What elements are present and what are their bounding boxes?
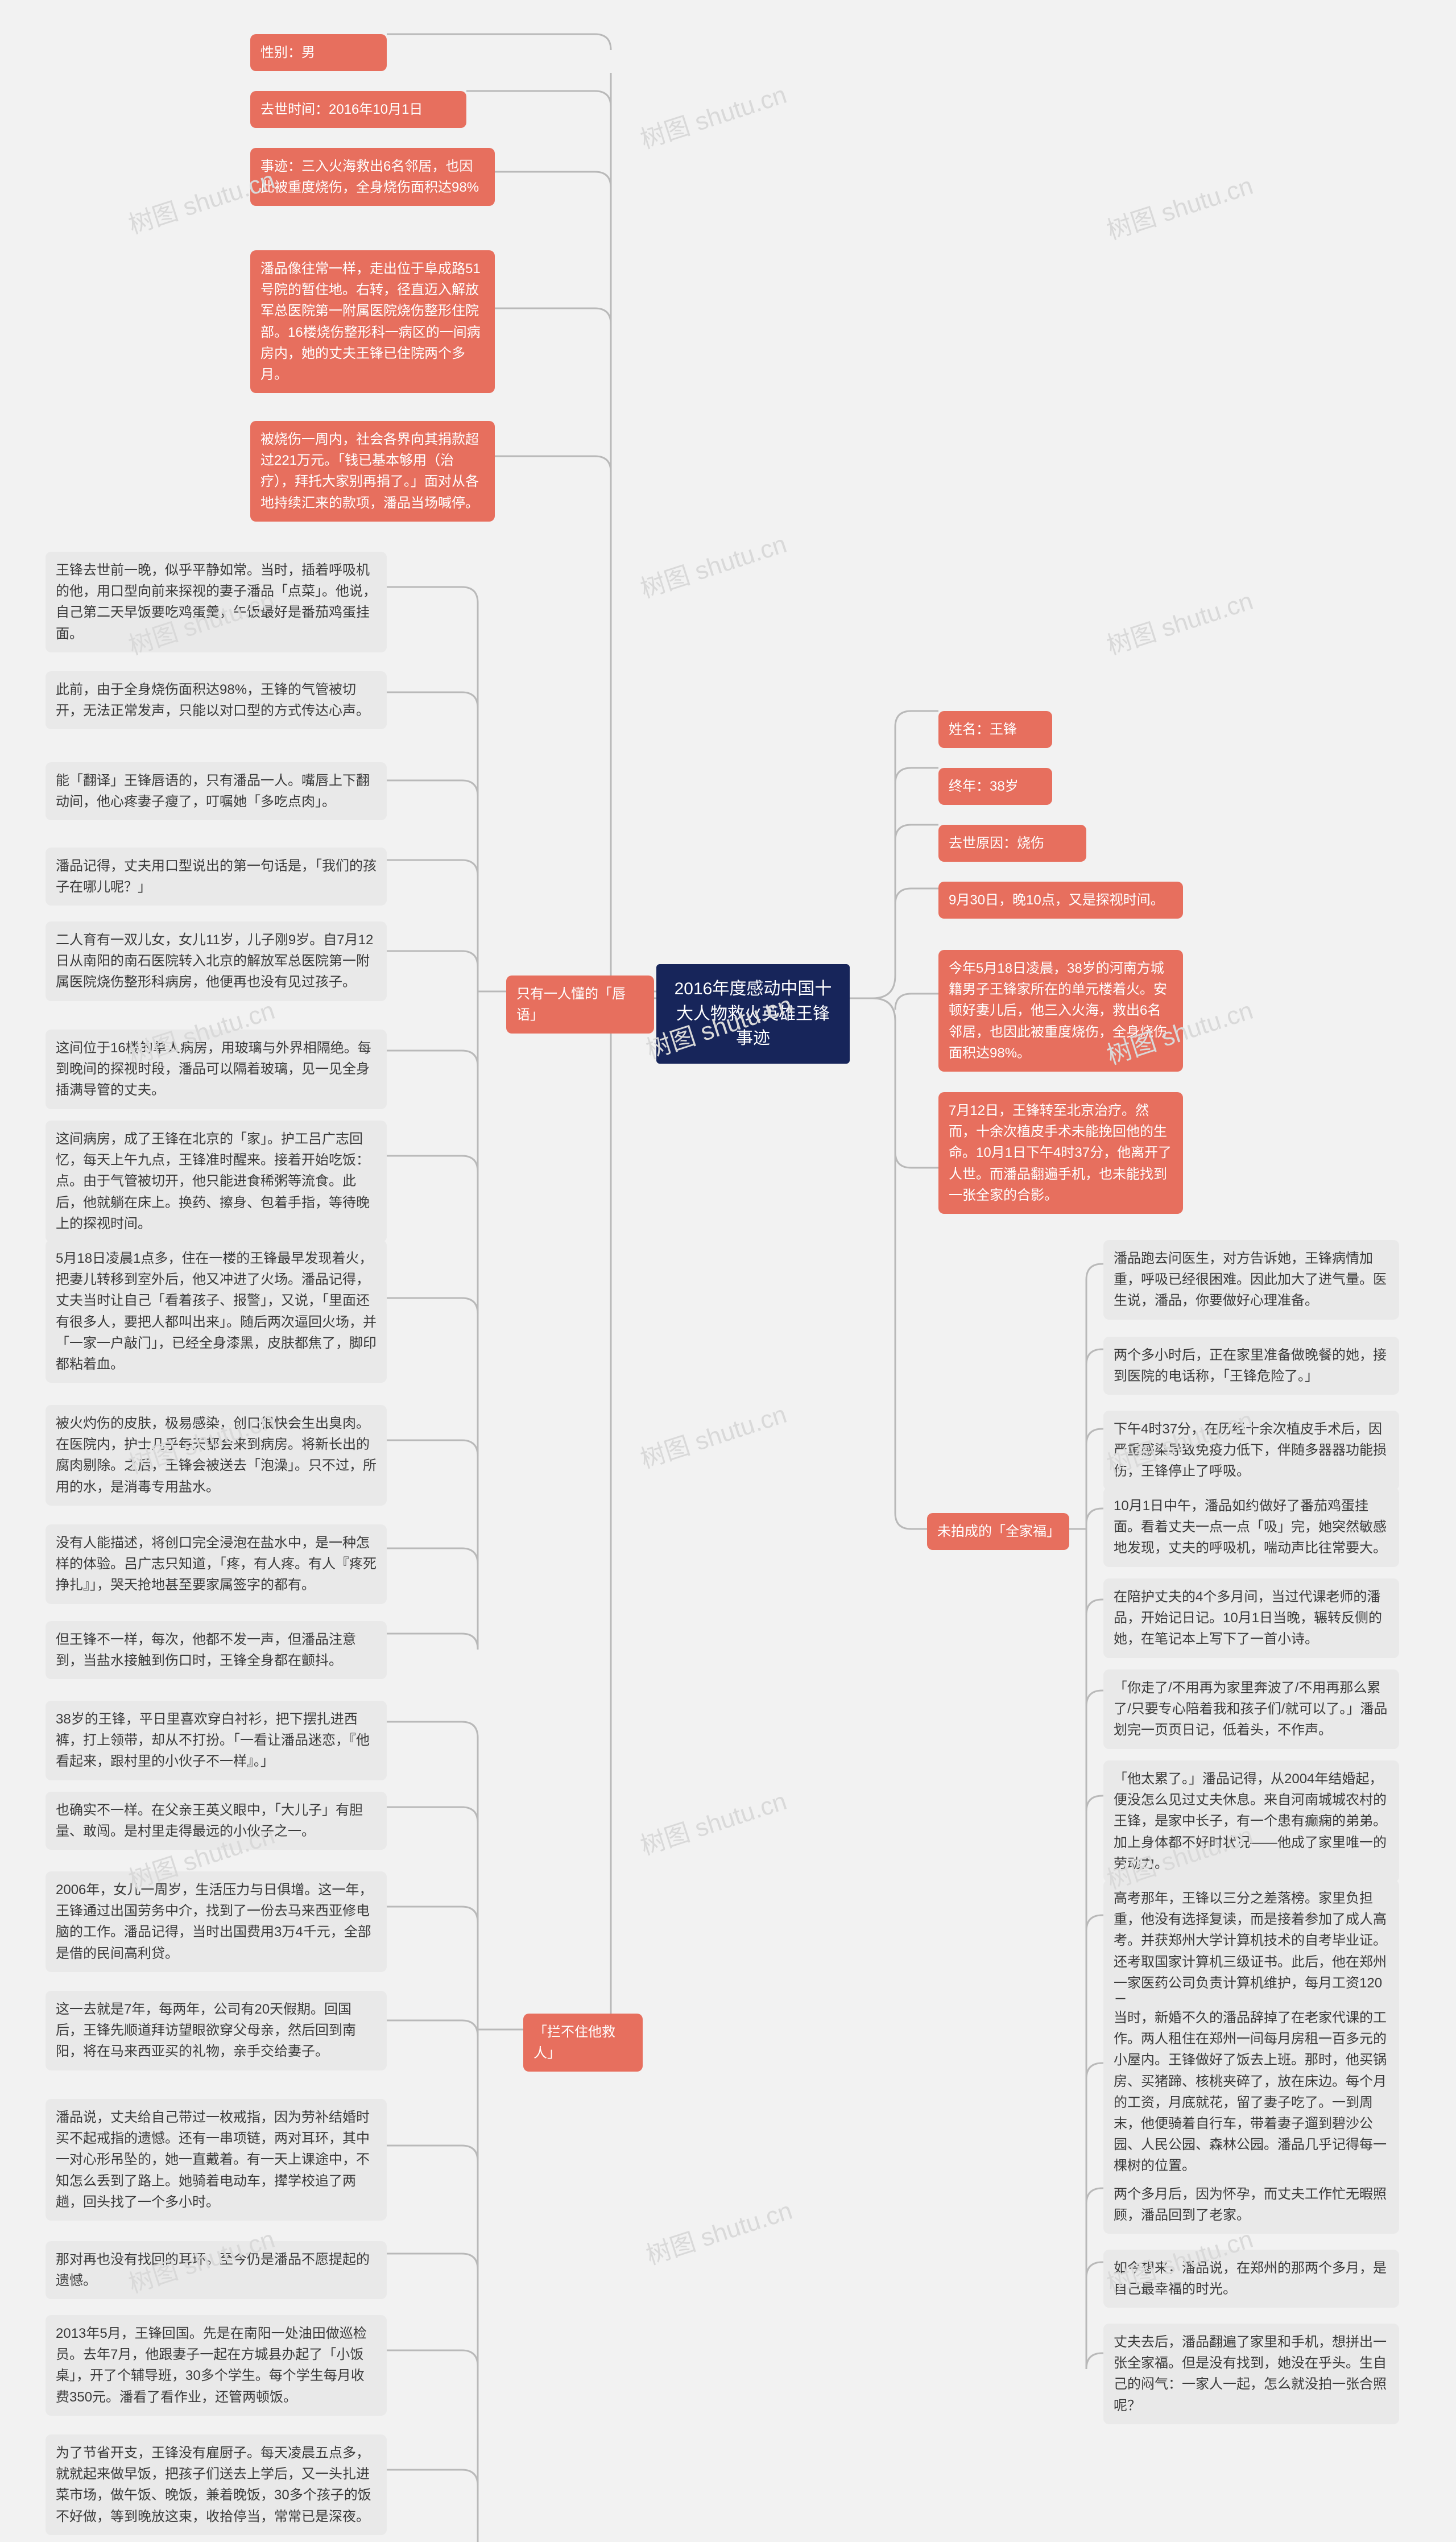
branch-cant-stop: 「拦不住他救人」	[523, 2014, 643, 2072]
info-death-date: 去世时间：2016年10月1日	[250, 91, 466, 128]
fp-item: 丈夫去后，潘品翻遍了家里和手机，想拼出一张全家福。但是没有找到，她没在乎头。生自…	[1103, 2324, 1399, 2424]
info-age: 终年：38岁	[938, 768, 1052, 805]
info-donation: 被烧伤一周内，社会各界向其捐款超过221万元。「钱已基本够用（治疗），拜托大家别…	[250, 421, 495, 522]
info-hospital: 潘品像往常一样，走出位于阜成路51号院的暂住地。右转，径直迈入解放军总医院第一附…	[250, 250, 495, 393]
info-visit: 9月30日，晚10点，又是探视时间。	[938, 882, 1183, 919]
fp-item: 「你走了/不用再为家里奔波了/不用再那么累了/只要专心陪着我和孩子们/就可以了。…	[1103, 1669, 1399, 1749]
cs-item: 为了节省开支，王锋没有雇厨子。每天凌晨五点多，就就起来做早饭，把孩子们送去上学后…	[46, 2434, 387, 2535]
fp-subtitle: 10月1日中午，潘品如约做好了番茄鸡蛋挂面。看着丈夫一点一点「吸」完，她突然敏感…	[1103, 1487, 1399, 1567]
info-transfer: 7月12日，王锋转至北京治疗。然而，十余次植皮手术未能挽回他的生命。10月1日下…	[938, 1092, 1183, 1214]
fp-item: 潘品跑去问医生，对方告诉她，王锋病情加重，呼吸已经很困难。因此加大了进气量。医生…	[1103, 1240, 1399, 1320]
fp-item: 如今想来，潘品说，在郑州的那两个多月，是自己最幸福的时光。	[1103, 2250, 1399, 2308]
fp-item: 在陪护丈夫的4个多月间，当过代课老师的潘品，开始记日记。10月1日当晚，辗转反侧…	[1103, 1578, 1399, 1658]
cs-item: 2006年，女儿一周岁，生活压力与日俱增。这一年，王锋通过出国劳务中介，找到了一…	[46, 1871, 387, 1972]
fp-item: 当时，新婚不久的潘品辞掉了在老家代课的工作。两人租住在郑州一间每月房租一百多元的…	[1103, 1999, 1399, 2185]
fp-item: 两个多小时后，正在家里准备做晚餐的她，接到医院的电话称，「王锋危险了。」	[1103, 1337, 1399, 1395]
info-gender: 性别：男	[250, 34, 387, 71]
fp-item: 两个多月后，因为怀孕，而丈夫工作忙无暇照顾，潘品回到了老家。	[1103, 2176, 1399, 2234]
cs-item: 这一去就是7年，每两年，公司有20天假期。回国后，王锋先顺道拜访望眼欲穿父母亲，…	[46, 1991, 387, 2070]
lips-item: 能「翻译」王锋唇语的，只有潘品一人。嘴唇上下翻动间，他心疼妻子瘦了，叮嘱她「多吃…	[46, 762, 387, 820]
info-fire: 今年5月18日凌晨，38岁的河南方城籍男子王锋家所在的单元楼着火。安顿好妻儿后，…	[938, 950, 1183, 1072]
lips-item: 王锋去世前一晚，似乎平静如常。当时，插着呼吸机的他，用口型向前来探视的妻子潘品「…	[46, 552, 387, 652]
info-deeds: 事迹：三入火海救出6名邻居，也因此被重度烧伤，全身烧伤面积达98%	[250, 148, 495, 206]
lips-item: 这间位于16楼的单人病房，用玻璃与外界相隔绝。每到晚间的探视时段，潘品可以隔着玻…	[46, 1030, 387, 1109]
info-cause: 去世原因：烧伤	[938, 825, 1086, 862]
cs-item: 2013年5月，王锋回国。先是在南阳一处油田做巡检员。去年7月，他跟妻子一起在方…	[46, 2315, 387, 2416]
lips-item: 潘品记得，丈夫用口型说出的第一句话是，「我们的孩子在哪儿呢？」	[46, 848, 387, 906]
lips-item: 二人育有一双儿女，女儿11岁，儿子刚9岁。自7月12日从南阳的南石医院转入北京的…	[46, 921, 387, 1001]
lips-item: 5月18日凌晨1点多，住在一楼的王锋最早发现着火，把妻儿转移到室外后，他又冲进了…	[46, 1240, 387, 1383]
cs-item: 38岁的王锋，平日里喜欢穿白衬衫，把下摆扎进西裤，打上领带，却从不打扮。「一看让…	[46, 1701, 387, 1780]
info-name: 姓名：王锋	[938, 711, 1052, 748]
lips-item: 但王锋不一样，每次，他都不发一声，但潘品注意到，当盐水接触到伤口时，王锋全身都在…	[46, 1621, 387, 1679]
branch-family-photo: 未拍成的「全家福」	[927, 1513, 1069, 1550]
lips-item: 这间病房，成了王锋在北京的「家」。护工吕广志回忆，每天上午九点，王锋准时醒来。接…	[46, 1121, 387, 1242]
cs-item: 那对再也没有找回的耳环。至今仍是潘品不愿提起的遗憾。	[46, 2241, 387, 2299]
cs-item: 潘品说，丈夫给自己带过一枚戒指，因为劳补结婚时买不起戒指的遗憾。还有一串项链，两…	[46, 2099, 387, 2221]
fp-item: 「他太累了。」潘品记得，从2004年结婚起，便没怎么见过丈夫休息。来自河南城城农…	[1103, 1760, 1399, 1882]
branch-lips: 只有一人懂的「唇语」	[506, 976, 654, 1034]
cs-item: 也确实不一样。在父亲王英义眼中，「大儿子」有胆量、敢闯。是村里走得最远的小伙子之…	[46, 1792, 387, 1850]
root-node: 2016年度感动中国十大人物救火英雄王锋事迹	[656, 964, 850, 1064]
fp-item: 下午4时37分，在历经十余次植皮手术后，因严重感染导致免疫力低下，伴随多器器功能…	[1103, 1411, 1399, 1490]
lips-item: 没有人能描述，将创口完全浸泡在盐水中，是一种怎样的体验。吕广志只知道，「疼，有人…	[46, 1524, 387, 1604]
lips-item: 被火灼伤的皮肤，极易感染，创口很快会生出臭肉。在医院内，护士几乎每天都会来到病房…	[46, 1405, 387, 1506]
lips-item: 此前，由于全身烧伤面积达98%，王锋的气管被切开，无法正常发声，只能以对口型的方…	[46, 671, 387, 729]
